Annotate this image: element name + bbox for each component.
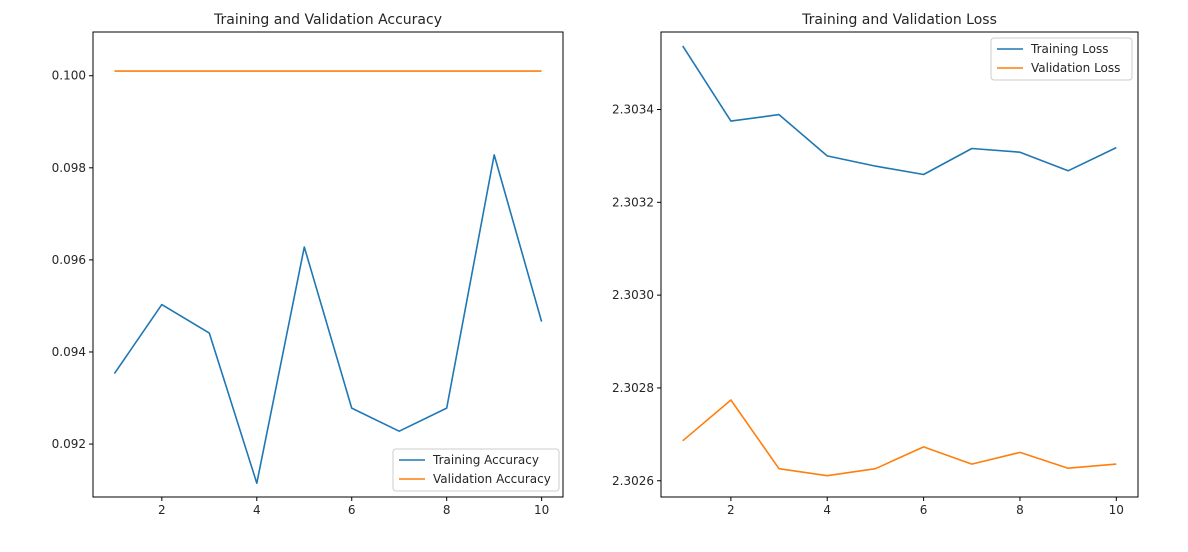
x-tick-label: 8 xyxy=(1016,503,1024,517)
x-tick-label: 2 xyxy=(727,503,735,517)
series-line-training-accuracy xyxy=(113,154,543,485)
x-tick-label: 6 xyxy=(348,503,356,517)
x-tick-label: 10 xyxy=(534,503,549,517)
series-line-validation-loss xyxy=(682,399,1117,477)
y-tick-label: 0.098 xyxy=(52,161,86,175)
plot-area-frame xyxy=(660,31,1139,498)
y-tick-label: 2.3032 xyxy=(612,195,654,209)
y-tick-label: 0.096 xyxy=(52,253,86,267)
legend-label: Training Loss xyxy=(1030,42,1108,56)
plot-area-frame xyxy=(92,31,564,498)
legend-label: Validation Loss xyxy=(1031,61,1120,75)
legend: Training Loss Validation Loss xyxy=(990,37,1133,81)
y-tick-label: 2.3026 xyxy=(612,474,654,488)
x-tick-label: 8 xyxy=(443,503,451,517)
legend: Training Accuracy Validation Accuracy xyxy=(392,448,560,492)
x-tick-label: 10 xyxy=(1109,503,1124,517)
y-tick-label: 2.3028 xyxy=(612,381,654,395)
y-tick-label: 2.3030 xyxy=(612,288,654,302)
y-tick-label: 2.3034 xyxy=(612,103,654,117)
chart-title: Training and Validation Accuracy xyxy=(213,12,442,28)
y-tick-label: 0.094 xyxy=(52,345,86,359)
y-tick-label: 0.100 xyxy=(52,69,86,83)
x-tick-label: 4 xyxy=(823,503,831,517)
legend-box xyxy=(990,37,1133,81)
legend-label: Training Accuracy xyxy=(432,453,539,467)
x-tick-label: 2 xyxy=(158,503,166,517)
x-tick-label: 6 xyxy=(920,503,928,517)
legend-box xyxy=(392,448,560,492)
chart-2: Training and Validation Loss 2 4 6 8 10 2.3026… xyxy=(612,12,1139,517)
chart-1: Training and Validation Accuracy 2 4 6 8 10 0.… xyxy=(52,12,564,517)
legend-label: Validation Accuracy xyxy=(433,472,551,486)
series-line-training-loss xyxy=(682,45,1117,176)
y-tick-label: 0.092 xyxy=(52,437,86,451)
x-tick-label: 4 xyxy=(253,503,261,517)
chart-title: Training and Validation Loss xyxy=(801,12,997,28)
